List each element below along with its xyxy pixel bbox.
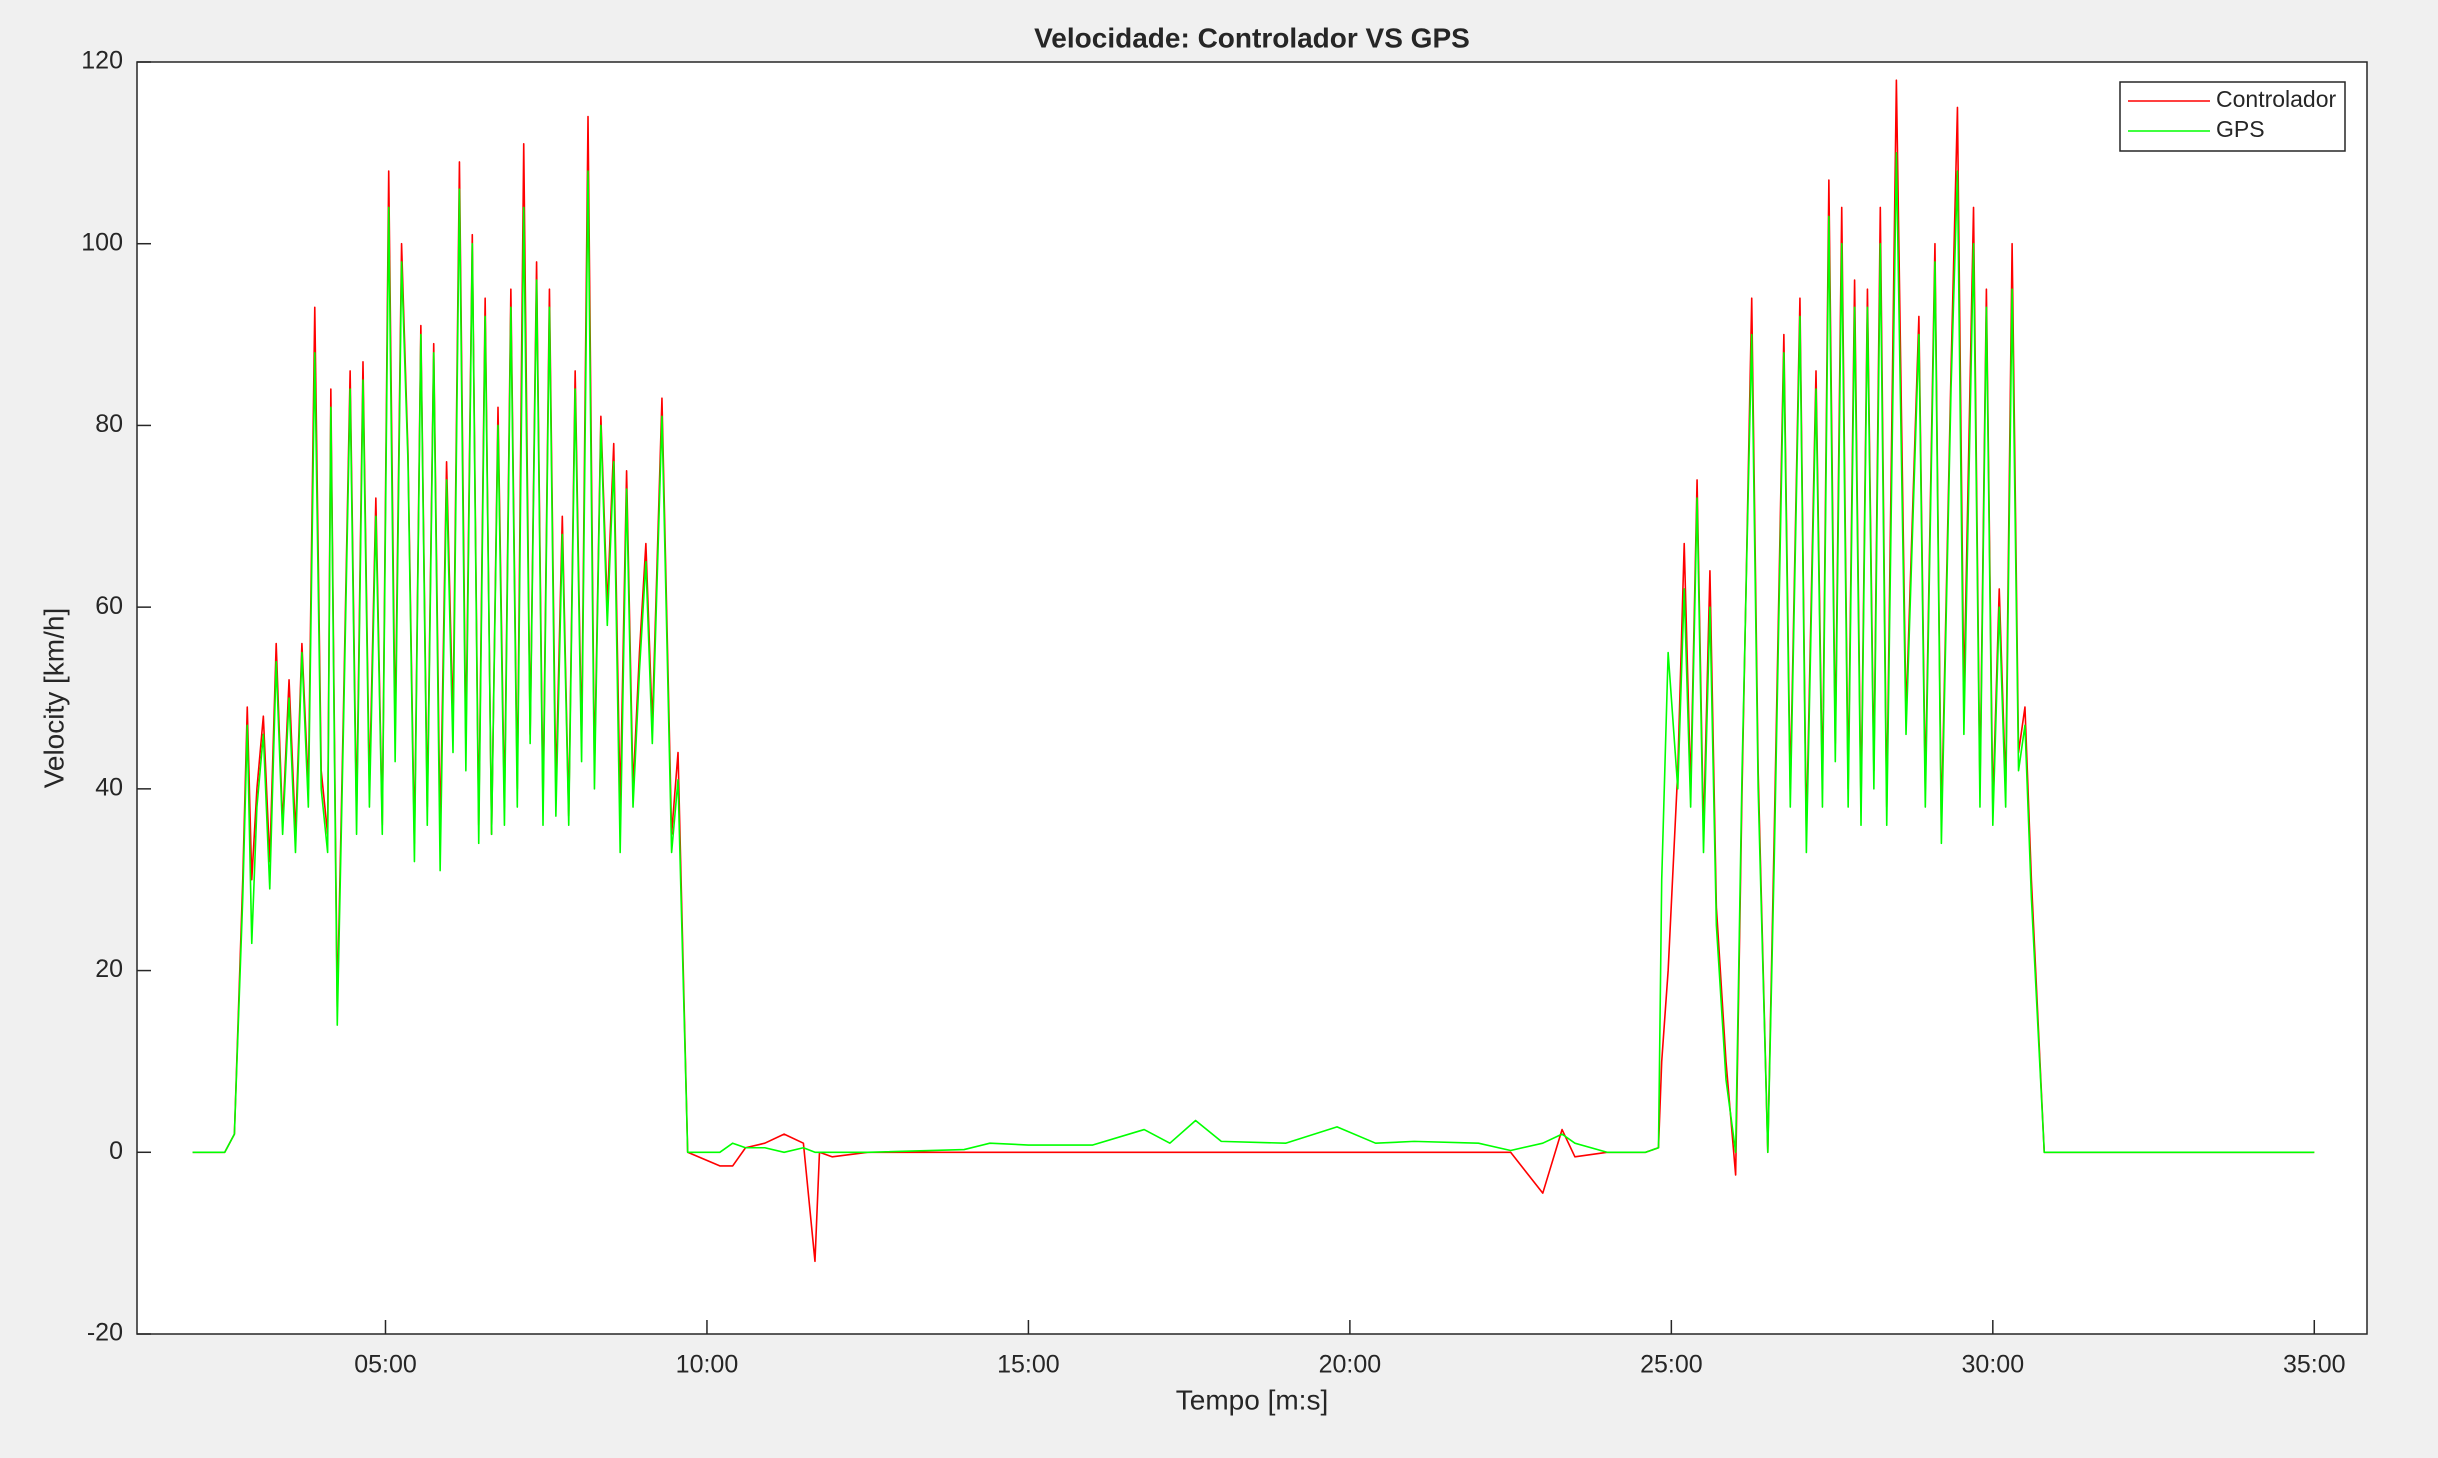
x-tick-label: 30:00 bbox=[1962, 1351, 2025, 1379]
y-axis-label: Velocity [km/h] bbox=[38, 608, 69, 789]
legend-label: GPS bbox=[2216, 116, 2265, 142]
x-tick-label: 10:00 bbox=[676, 1351, 739, 1379]
x-tick-label: 15:00 bbox=[997, 1351, 1060, 1379]
legend-label: Controlador bbox=[2216, 86, 2337, 112]
data-line bbox=[192, 152, 2315, 1154]
x-tick-label: 35:00 bbox=[2283, 1351, 2346, 1379]
chart-title: Velocidade: Controlador VS GPS bbox=[1034, 22, 1470, 53]
y-tick-label: 40 bbox=[95, 773, 123, 801]
x-tick-label: 20:00 bbox=[1319, 1351, 1382, 1379]
x-tick-label: 05:00 bbox=[354, 1351, 417, 1379]
y-tick-label: 80 bbox=[95, 410, 123, 438]
y-tick-label: 120 bbox=[81, 47, 123, 75]
x-tick-label: 25:00 bbox=[1640, 1351, 1703, 1379]
y-tick-label: -20 bbox=[87, 1319, 123, 1347]
axes-box bbox=[136, 61, 2368, 1335]
y-tick-label: 20 bbox=[95, 955, 123, 983]
y-tick-label: 0 bbox=[109, 1137, 123, 1165]
x-axis-label: Tempo [m:s] bbox=[1176, 1384, 1328, 1415]
y-tick-label: 60 bbox=[95, 592, 123, 620]
y-tick-label: 100 bbox=[81, 228, 123, 256]
legend-box bbox=[2119, 81, 2346, 152]
